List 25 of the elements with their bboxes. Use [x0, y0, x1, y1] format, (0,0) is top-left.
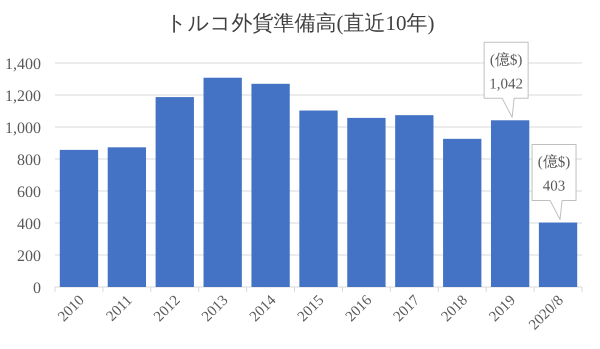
bar — [60, 150, 98, 287]
bar — [156, 97, 194, 287]
annotation: (億$) — [490, 51, 522, 68]
data-label: 1,042 — [489, 76, 524, 92]
y-tick-label: 1,400 — [5, 56, 41, 73]
y-tick-label: 0 — [33, 280, 41, 297]
chart-title: トルコ外貨準備高(直近10年) — [166, 11, 434, 35]
bar — [490, 120, 530, 287]
annotation: (億$) — [538, 154, 570, 171]
bar — [443, 138, 482, 287]
y-tick-label: 1,000 — [5, 120, 41, 137]
y-tick-label: 1,200 — [5, 88, 41, 105]
bar — [251, 84, 290, 287]
y-tick-label: 600 — [17, 184, 41, 201]
bar — [108, 147, 146, 287]
bar — [204, 78, 242, 287]
x-tick-label: 2011 — [104, 292, 136, 325]
bar — [538, 222, 578, 287]
y-tick-label: 800 — [17, 152, 41, 169]
y-tick-label: 400 — [17, 216, 41, 233]
bar — [395, 115, 434, 287]
data-label: 403 — [542, 178, 566, 195]
y-tick-label: 200 — [17, 248, 41, 265]
bar — [299, 110, 338, 287]
bar — [347, 118, 386, 287]
